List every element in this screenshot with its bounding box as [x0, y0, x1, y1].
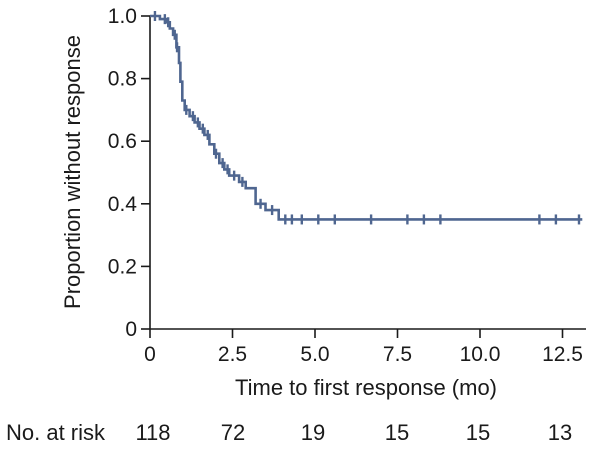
x-ticks: 0 2.5 5.0 7.5 10.0 12.5 [144, 329, 583, 366]
y-tick-label: 0 [125, 318, 137, 341]
x-axis-label: Time to first response (mo) [235, 375, 497, 400]
y-tick-label: 0.8 [108, 68, 137, 91]
at-risk-values: 118 72 19 15 15 13 [135, 420, 572, 445]
y-tick-label: 0.2 [108, 255, 137, 278]
at-risk-value: 15 [385, 420, 409, 445]
at-risk-value: 15 [466, 420, 490, 445]
at-risk-value: 13 [548, 420, 572, 445]
survival-curve [150, 14, 583, 221]
y-tick-label: 0.6 [108, 130, 137, 153]
x-tick-label: 0 [144, 343, 156, 366]
y-tick-label: 0.4 [108, 193, 138, 216]
x-tick-label: 5.0 [300, 343, 329, 366]
at-risk-value: 19 [301, 420, 325, 445]
y-tick-label: 1.0 [108, 5, 137, 28]
censor-marks [153, 11, 581, 225]
at-risk-value: 118 [135, 420, 170, 445]
at-risk-value: 72 [221, 420, 245, 445]
x-tick-label: 10.0 [460, 343, 501, 366]
x-tick-label: 7.5 [383, 343, 412, 366]
y-axis-label: Proportion without response [60, 35, 85, 309]
y-ticks: 0 0.2 0.4 0.6 0.8 1.0 [108, 5, 150, 341]
at-risk-label: No. at risk [6, 420, 106, 445]
x-tick-label: 12.5 [542, 343, 583, 366]
axes [149, 16, 586, 330]
x-tick-label: 2.5 [218, 343, 247, 366]
